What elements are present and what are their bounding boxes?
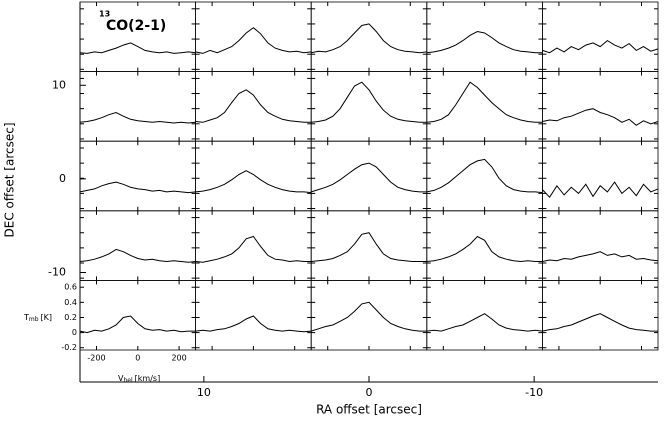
x-tick-label: 0 — [366, 386, 373, 399]
spectrum-line — [195, 315, 312, 333]
spectrum-line — [542, 108, 659, 126]
spectrum-line — [311, 301, 427, 332]
panel-x-subscript: hel — [123, 377, 132, 384]
panel-frame — [426, 140, 543, 212]
panel-frame — [542, 279, 659, 351]
panel-frame — [79, 140, 196, 212]
spectrum-line — [195, 235, 312, 263]
panel-frame — [310, 71, 428, 142]
panel-y-tick-label: 0.6 — [64, 283, 77, 292]
panel-y-subscript: mb — [29, 316, 39, 323]
panel-x-symbol: V — [118, 374, 124, 383]
panel-x-tick-label: 0 — [135, 354, 140, 363]
panel-frame — [195, 279, 312, 351]
spectrum-line — [542, 39, 659, 54]
x-tick-label: -10 — [525, 386, 543, 399]
panel-frame — [310, 210, 428, 281]
panel-frame — [426, 71, 543, 142]
spectrum-line — [426, 158, 543, 194]
spectrum-line — [426, 313, 543, 332]
panel-y-label: Tmb [K] — [23, 313, 52, 323]
spectrum-line — [311, 232, 427, 262]
spectrum-line — [542, 251, 659, 262]
spectrum-line — [426, 235, 543, 263]
panel-x-label: Vhel [km/s] — [118, 374, 160, 384]
panel-frame — [426, 210, 543, 281]
panel-frame — [310, 1, 428, 72]
spectrum-line — [195, 170, 312, 194]
spectrum-line — [311, 81, 427, 123]
panel-frame — [79, 210, 196, 281]
panel-frame — [310, 140, 428, 212]
spectrum-line — [311, 162, 427, 193]
spectrum-line — [79, 315, 196, 334]
spectrum-line — [79, 248, 196, 263]
y-tick-label: -10 — [48, 265, 66, 278]
y-tick-label: 0 — [59, 172, 66, 185]
panel-frame — [542, 140, 659, 212]
chart-title: CO(2-1) — [106, 18, 166, 34]
spectrum-line — [195, 89, 312, 123]
panel-frame — [542, 1, 659, 72]
x-axis-label: RA offset [arcsec] — [316, 403, 422, 417]
panel-frame — [79, 1, 196, 72]
panel-frame — [426, 279, 543, 351]
panel-y-unit: [K] — [41, 313, 53, 322]
spectrum-line — [542, 181, 659, 199]
spectrum-line — [79, 111, 196, 124]
panel-frame — [195, 1, 312, 72]
spectrum-line — [79, 181, 196, 194]
panel-frame — [542, 71, 659, 142]
y-axis-label: DEC offset [arcsec] — [3, 123, 17, 238]
panel-y-tick-label: 0 — [72, 328, 77, 337]
panel-y-symbol: T — [23, 313, 29, 322]
spectrum-line — [542, 313, 658, 332]
title-superscript: 13 — [99, 10, 110, 19]
panel-y-tick-label: 0.4 — [64, 298, 77, 307]
panel-frame — [195, 210, 312, 281]
panel-frame — [310, 279, 428, 351]
spectrum-line — [311, 23, 427, 54]
panel-frame — [426, 1, 543, 72]
panel-x-tick-label: -200 — [87, 354, 105, 363]
panel-frame — [542, 210, 659, 281]
x-tick-label: 10 — [197, 386, 211, 399]
panel-frame — [195, 71, 312, 142]
panel-x-unit: [km/s] — [135, 374, 161, 383]
panel-frame — [79, 279, 196, 351]
panel-y-tick-label: 0.2 — [64, 313, 77, 322]
spectrum-line — [426, 81, 543, 123]
spectrum-line — [426, 30, 543, 54]
y-tick-label: 10 — [52, 78, 66, 91]
spectrum-line — [79, 42, 196, 54]
panel-y-tick-label: -0.2 — [61, 343, 77, 352]
panel-frame — [195, 140, 312, 212]
panel-frame — [79, 71, 196, 142]
panel-x-tick-label: 200 — [171, 354, 186, 363]
spectrum-line — [195, 27, 312, 54]
